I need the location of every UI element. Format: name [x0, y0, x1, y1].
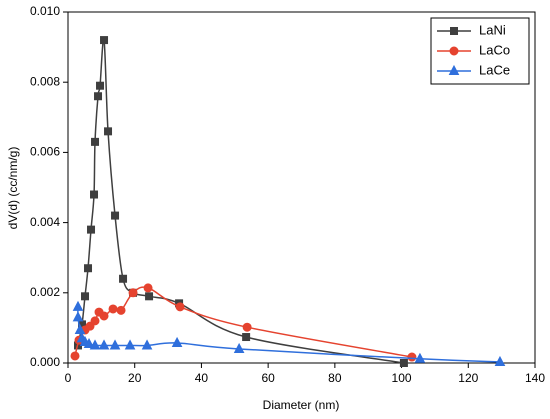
x-tick-label: 60 — [261, 371, 275, 385]
marker — [100, 36, 109, 45]
marker — [87, 225, 96, 234]
marker — [233, 342, 245, 353]
x-tick-label: 80 — [328, 371, 342, 385]
marker — [70, 351, 80, 361]
marker — [90, 190, 99, 199]
series-line — [77, 38, 405, 364]
marker — [108, 304, 118, 314]
marker — [83, 337, 95, 349]
marker — [94, 92, 103, 101]
marker — [171, 336, 183, 347]
legend-label: LaCo — [479, 42, 510, 57]
y-tick-label: 0.002 — [30, 285, 60, 299]
marker — [119, 274, 128, 283]
legend-marker — [449, 46, 459, 56]
marker — [98, 339, 110, 350]
legend-label: LaNi — [479, 22, 506, 37]
marker — [242, 333, 251, 342]
series-line — [74, 286, 413, 358]
marker — [99, 311, 109, 321]
y-tick-label: 0.006 — [30, 145, 60, 159]
marker — [111, 211, 120, 220]
y-axis-label: dV(d) (cc/nm/g) — [6, 147, 20, 230]
marker — [407, 352, 417, 362]
marker — [145, 292, 154, 301]
legend-marker — [448, 64, 460, 75]
marker — [399, 359, 408, 367]
marker — [116, 305, 126, 315]
x-tick-label: 140 — [525, 371, 545, 385]
x-tick-label: 100 — [392, 371, 412, 385]
marker — [143, 283, 153, 293]
plot-frame — [67, 11, 536, 364]
marker — [90, 316, 100, 326]
marker — [242, 322, 252, 332]
marker — [72, 311, 84, 322]
x-tick-label: 120 — [458, 371, 478, 385]
marker — [128, 288, 138, 298]
y-tick-label: 0.000 — [30, 355, 60, 369]
marker — [494, 355, 506, 366]
marker — [175, 302, 185, 312]
x-tick-label: 40 — [195, 371, 209, 385]
x-axis-label: Diameter (nm) — [263, 398, 340, 412]
marker — [109, 339, 121, 350]
x-tick-label: 0 — [65, 371, 72, 385]
marker — [89, 339, 101, 350]
x-tick-label: 20 — [128, 371, 142, 385]
marker — [81, 292, 90, 301]
series-line — [77, 306, 501, 363]
marker — [414, 352, 426, 363]
legend-label: LaCe — [479, 62, 510, 77]
marker — [74, 323, 86, 335]
legend-marker — [450, 27, 458, 35]
marker — [91, 137, 100, 146]
y-tick-label: 0.010 — [30, 4, 60, 18]
marker — [141, 339, 153, 350]
y-tick-label: 0.004 — [30, 215, 60, 229]
marker — [84, 264, 93, 273]
marker — [96, 81, 105, 90]
marker — [104, 127, 113, 136]
marker — [124, 339, 136, 350]
y-tick-label: 0.008 — [30, 74, 60, 88]
marker — [72, 300, 84, 311]
